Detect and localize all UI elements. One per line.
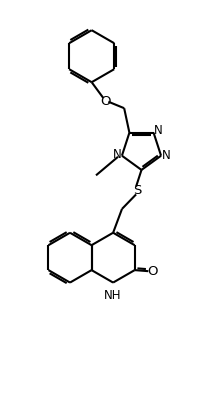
Text: O: O <box>100 95 111 108</box>
Text: O: O <box>147 265 157 278</box>
Text: S: S <box>133 184 141 197</box>
Text: N: N <box>113 148 121 161</box>
Text: NH: NH <box>104 289 122 302</box>
Text: N: N <box>162 149 170 162</box>
Text: N: N <box>154 124 163 137</box>
